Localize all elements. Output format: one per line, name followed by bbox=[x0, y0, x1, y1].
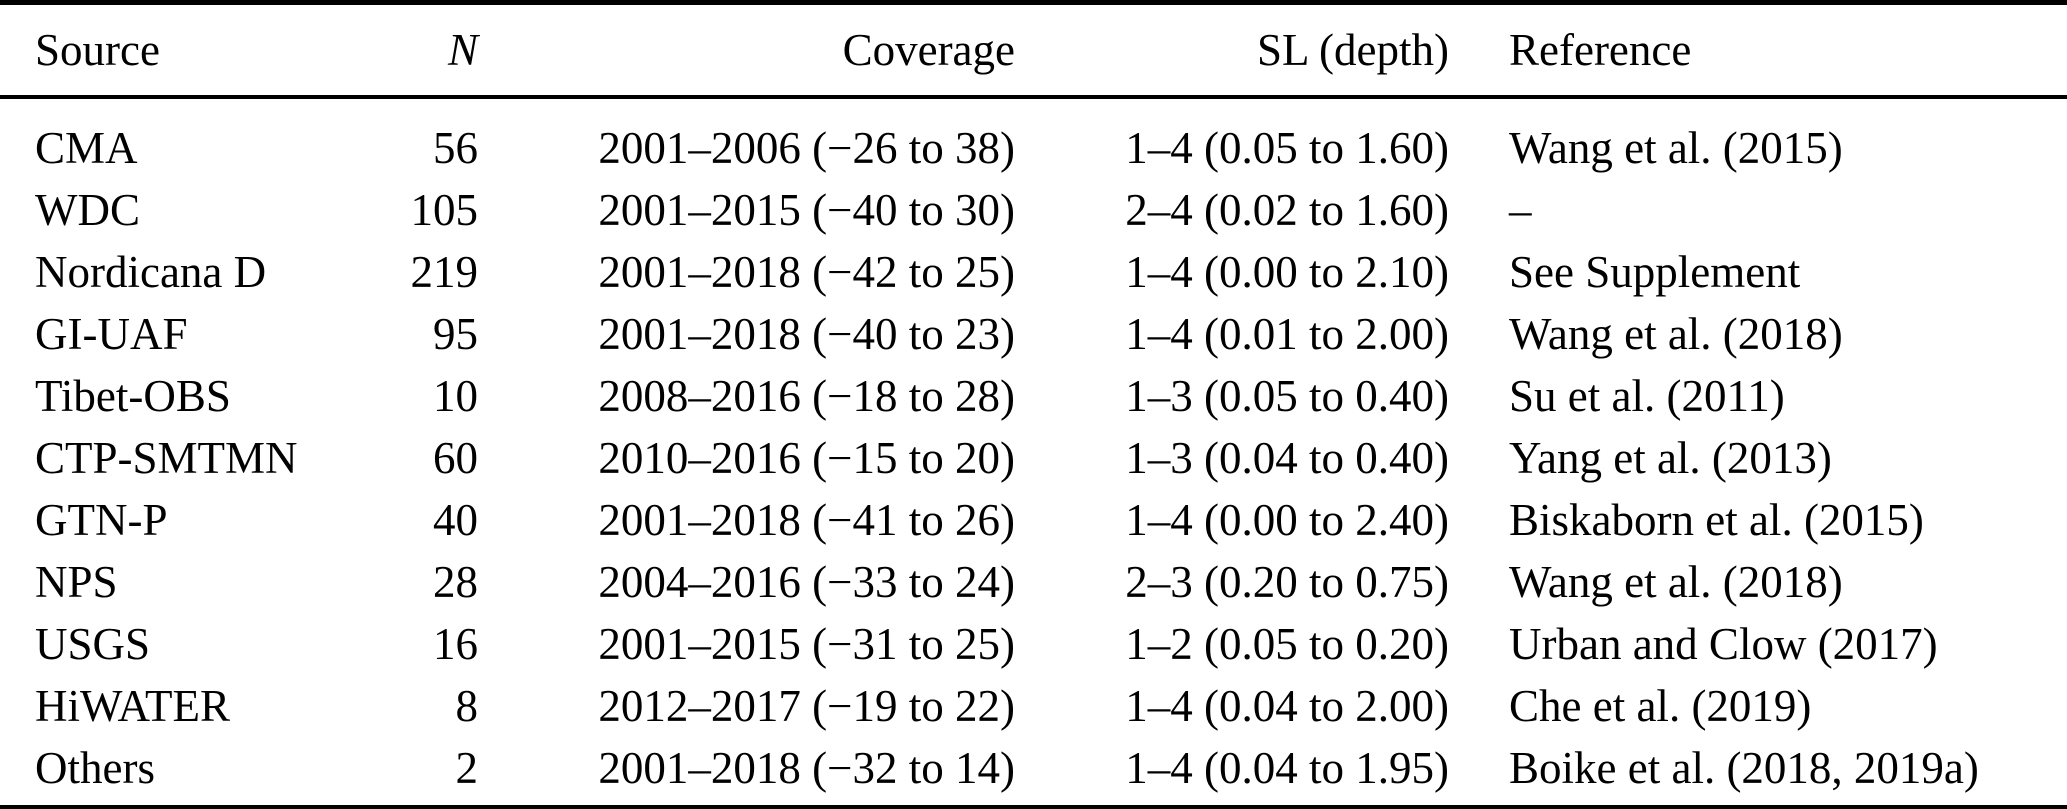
cell-reference: Urban and Clow (2017) bbox=[1509, 618, 1938, 669]
cell-reference: Su et al. (2011) bbox=[1509, 370, 1785, 421]
cell-n: 28 bbox=[433, 556, 478, 607]
cell-sl-depth: 1–2 (0.05 to 0.20) bbox=[1125, 618, 1449, 669]
table-row: NPS 28 2004–2016 (−33 to 24) 2–3 (0.20 t… bbox=[0, 551, 2067, 613]
cell-sl-depth: 1–4 (0.04 to 1.95) bbox=[1125, 742, 1449, 793]
cell-reference: Wang et al. (2015) bbox=[1509, 122, 1843, 173]
cell-coverage: 2001–2006 (−26 to 38) bbox=[598, 122, 1015, 173]
cell-sl-depth: 2–3 (0.20 to 0.75) bbox=[1125, 556, 1449, 607]
cell-n: 40 bbox=[433, 494, 478, 545]
column-header-sl-depth: SL (depth) bbox=[1015, 2, 1449, 99]
cell-n: 10 bbox=[433, 370, 478, 421]
cell-coverage: 2010–2016 (−15 to 20) bbox=[598, 432, 1015, 483]
table-row: WDC 105 2001–2015 (−40 to 30) 2–4 (0.02 … bbox=[0, 179, 2067, 241]
cell-source: Tibet-OBS bbox=[35, 370, 231, 421]
cell-source: GI-UAF bbox=[35, 308, 188, 359]
cell-source: GTN-P bbox=[35, 494, 168, 545]
cell-n: 60 bbox=[433, 432, 478, 483]
cell-source: NPS bbox=[35, 556, 118, 607]
table-row: GTN-P 40 2001–2018 (−41 to 26) 1–4 (0.00… bbox=[0, 489, 2067, 551]
cell-coverage: 2001–2018 (−41 to 26) bbox=[598, 494, 1015, 545]
column-header-coverage: Coverage bbox=[478, 2, 1015, 99]
cell-coverage: 2004–2016 (−33 to 24) bbox=[598, 556, 1015, 607]
cell-source: CMA bbox=[35, 122, 138, 173]
table-row: GI-UAF 95 2001–2018 (−40 to 23) 1–4 (0.0… bbox=[0, 303, 2067, 365]
column-header-source: Source bbox=[0, 2, 360, 99]
cell-sl-depth: 1–3 (0.04 to 0.40) bbox=[1125, 432, 1449, 483]
cell-reference: See Supplement bbox=[1509, 246, 1801, 297]
cell-source: Nordicana D bbox=[35, 246, 267, 297]
table-row: Tibet-OBS 10 2008–2016 (−18 to 28) 1–3 (… bbox=[0, 365, 2067, 427]
cell-n: 105 bbox=[410, 184, 479, 235]
table-row: USGS 16 2001–2015 (−31 to 25) 1–2 (0.05 … bbox=[0, 613, 2067, 675]
cell-coverage: 2008–2016 (−18 to 28) bbox=[598, 370, 1015, 421]
table-body: CMA 56 2001–2006 (−26 to 38) 1–4 (0.05 t… bbox=[0, 97, 2067, 808]
cell-sl-depth: 1–4 (0.00 to 2.40) bbox=[1125, 494, 1449, 545]
cell-sl-depth: 1–4 (0.04 to 2.00) bbox=[1125, 680, 1449, 731]
table-row: CMA 56 2001–2006 (−26 to 38) 1–4 (0.05 t… bbox=[0, 97, 2067, 179]
cell-reference: Yang et al. (2013) bbox=[1509, 432, 1832, 483]
cell-source: HiWATER bbox=[35, 680, 230, 731]
cell-coverage: 2001–2015 (−31 to 25) bbox=[598, 618, 1015, 669]
cell-n: 2 bbox=[455, 742, 479, 793]
cell-source: CTP-SMTMN bbox=[35, 432, 298, 483]
cell-reference: Wang et al. (2018) bbox=[1509, 308, 1843, 359]
cell-reference: Biskaborn et al. (2015) bbox=[1509, 494, 1924, 545]
cell-sl-depth: 1–4 (0.01 to 2.00) bbox=[1125, 308, 1449, 359]
cell-n: 219 bbox=[410, 246, 479, 297]
cell-n: 8 bbox=[455, 680, 479, 731]
cell-n: 16 bbox=[433, 618, 478, 669]
cell-coverage: 2001–2015 (−40 to 30) bbox=[598, 184, 1015, 235]
cell-coverage: 2001–2018 (−42 to 25) bbox=[598, 246, 1015, 297]
header-row: Source N Coverage SL (depth) Reference bbox=[0, 2, 2067, 99]
cell-coverage: 2012–2017 (−19 to 22) bbox=[598, 680, 1015, 731]
table-row: Nordicana D 219 2001–2018 (−42 to 25) 1–… bbox=[0, 241, 2067, 303]
cell-reference: Boike et al. (2018, 2019a) bbox=[1509, 742, 1979, 793]
table-header: Source N Coverage SL (depth) Reference bbox=[0, 2, 2067, 99]
column-header-n: N bbox=[360, 2, 478, 99]
cell-source: Others bbox=[35, 742, 155, 793]
cell-sl-depth: 1–4 (0.00 to 2.10) bbox=[1125, 246, 1449, 297]
cell-n: 95 bbox=[433, 308, 478, 359]
cell-source: USGS bbox=[35, 618, 151, 669]
table-row: CTP-SMTMN 60 2010–2016 (−15 to 20) 1–3 (… bbox=[0, 427, 2067, 489]
cell-sl-depth: 1–3 (0.05 to 0.40) bbox=[1125, 370, 1449, 421]
cell-reference: Che et al. (2019) bbox=[1509, 680, 1812, 731]
cell-source: WDC bbox=[35, 184, 140, 235]
cell-reference: Wang et al. (2018) bbox=[1509, 556, 1843, 607]
table-row: HiWATER 8 2012–2017 (−19 to 22) 1–4 (0.0… bbox=[0, 675, 2067, 737]
table-row: Others 2 2001–2018 (−32 to 14) 1–4 (0.04… bbox=[0, 737, 2067, 808]
cell-sl-depth: 2–4 (0.02 to 1.60) bbox=[1125, 184, 1449, 235]
cell-n: 56 bbox=[433, 122, 478, 173]
cell-coverage: 2001–2018 (−32 to 14) bbox=[598, 742, 1015, 793]
cell-sl-depth: 1–4 (0.05 to 1.60) bbox=[1125, 122, 1449, 173]
column-header-reference: Reference bbox=[1449, 2, 2067, 99]
cell-reference: – bbox=[1509, 184, 1532, 235]
cell-coverage: 2001–2018 (−40 to 23) bbox=[598, 308, 1015, 359]
